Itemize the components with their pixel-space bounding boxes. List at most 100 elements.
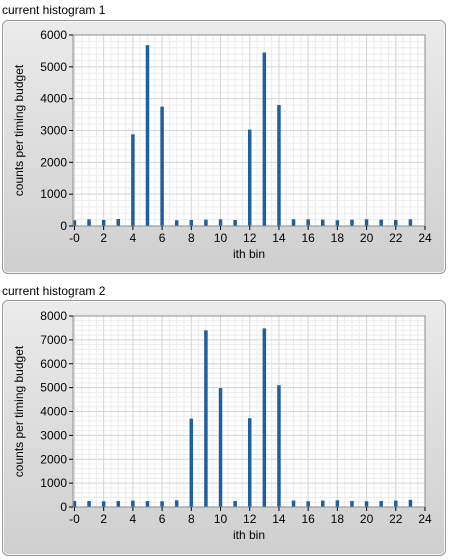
- chart-2-x-tick-label: 2: [100, 512, 107, 526]
- chart-1-x-tick-label: -0: [69, 231, 80, 245]
- chart-1-bar: [350, 219, 354, 226]
- chart-2-panel: 0 1000 2000 3000 4000 5000 6000 7000 8000 -0 2 4 6 8 1…: [2, 300, 446, 556]
- chart-2-x-tick-label: 16: [301, 512, 315, 526]
- chart-1-bar: [189, 219, 194, 226]
- chart-1-x-tick-label: 10: [214, 231, 228, 245]
- chart-2-bar: [116, 501, 121, 507]
- chart-2-bar: [72, 501, 77, 507]
- chart-1-x-tick-label: 6: [159, 231, 166, 245]
- chart-2-x-tick-label: 4: [130, 512, 137, 526]
- chart-1-bar: [408, 219, 413, 226]
- chart-1-bar: [335, 220, 340, 226]
- chart-1-x-axis-label: ith bin: [233, 247, 265, 261]
- chart-1-x-tick-label: 14: [272, 231, 286, 245]
- chart-2-bar: [321, 500, 325, 507]
- chart-2-bar: [277, 385, 281, 507]
- chart-2-bar: [335, 500, 340, 507]
- chart-2-bar: [408, 499, 413, 507]
- chart-2-x-tick-label: 6: [159, 512, 166, 526]
- chart-1-x-tick-label: 16: [301, 231, 315, 245]
- chart-2-bar: [262, 328, 267, 507]
- chart-1-bar: [262, 52, 267, 226]
- chart-1-x-tick-label: 18: [331, 231, 345, 245]
- chart-1-x-tick-label: 4: [130, 231, 137, 245]
- chart-1-bar: [87, 219, 91, 226]
- chart-1-x-tick-label: 22: [389, 231, 403, 245]
- chart-2-y-tick-label: 1000: [40, 476, 67, 490]
- chart-1-y-tick-label: 1000: [40, 187, 67, 201]
- chart-2-bar: [379, 501, 383, 507]
- chart-1-bar: [306, 219, 310, 226]
- chart-2-bar: [218, 388, 223, 507]
- chart-1-bar: [145, 45, 150, 226]
- chart-2-x-tick-label: -0: [69, 512, 80, 526]
- chart-2-x-tick-label: 18: [331, 512, 345, 526]
- chart-1-bar: [218, 219, 223, 226]
- chart-1-y-tick-label: 2000: [40, 155, 67, 169]
- chart-1-y-axis-label: counts per timing budget: [12, 64, 26, 196]
- chart-1-y-tick-label: 5000: [40, 60, 67, 74]
- chart-2-y-tick-label: 5000: [40, 381, 67, 395]
- chart-1-bar: [72, 220, 77, 226]
- chart-1-x-tick-label: 24: [418, 231, 432, 245]
- chart-1-bar: [116, 218, 121, 226]
- chart-2-bar: [350, 501, 354, 507]
- chart-2-y-axis-label: counts per timing budget: [12, 345, 26, 477]
- chart-1-y-tick-label: 3000: [40, 124, 67, 138]
- chart-1-bar: [247, 129, 252, 226]
- chart-2-x-tick-label: 10: [214, 512, 228, 526]
- chart-2-bar: [247, 418, 252, 507]
- chart-2-title: current histogram 2: [2, 284, 106, 298]
- chart-2-bar: [394, 500, 398, 507]
- chart-1-panel: 0 1000 2000 3000 4000 5000 6000 -0 2 4 6 8 10 12 14 16 1…: [2, 20, 446, 274]
- chart-1-x-tick-label: 20: [360, 231, 374, 245]
- chart-1-title: current histogram 1: [2, 3, 106, 17]
- chart-2-y-tick-label: 6000: [40, 357, 67, 371]
- chart-1-bar: [321, 219, 325, 226]
- chart-1-bar: [131, 134, 135, 226]
- chart-2-bar: [101, 501, 106, 507]
- chart-2-x-tick-label: 22: [389, 512, 403, 526]
- chart-2-bar: [306, 501, 310, 507]
- chart-2-y-tick-label: 8000: [40, 309, 67, 323]
- chart-2-x-tick-label: 24: [418, 512, 432, 526]
- chart-2-bar: [233, 501, 237, 507]
- chart-2-y-tick-label: 2000: [40, 452, 67, 466]
- chart-2-bar: [364, 501, 369, 507]
- chart-1-bar: [364, 219, 369, 226]
- chart-1-y-tick-label: 6000: [40, 28, 67, 42]
- chart-2-bar: [160, 501, 164, 507]
- chart-1-bar: [291, 219, 296, 226]
- chart-1-bar: [204, 219, 208, 226]
- chart-1-bar: [233, 219, 237, 226]
- chart-2-bar: [204, 330, 208, 507]
- chart-2-bar: [291, 500, 296, 507]
- chart-2-bar: [189, 418, 194, 507]
- chart-1-bar: [394, 219, 398, 226]
- chart-2-x-tick-label: 8: [188, 512, 195, 526]
- chart-1-x-tick-label: 2: [100, 231, 107, 245]
- chart-1-bar: [101, 219, 106, 226]
- chart-2-x-tick-label: 20: [360, 512, 374, 526]
- chart-2-y-tick-label: 3000: [40, 428, 67, 442]
- chart-1-x-tick-label: 8: [188, 231, 195, 245]
- chart-1-y-tick-label: 4000: [40, 92, 67, 106]
- chart-1-bar: [174, 220, 179, 226]
- chart-2-y-tick-label: 4000: [40, 405, 67, 419]
- chart-2-x-tick-label: 14: [272, 512, 286, 526]
- chart-2-x-axis-label: ith bin: [233, 528, 265, 542]
- chart-1-bar: [379, 219, 383, 226]
- chart-1-y-tick-label: 0: [60, 219, 67, 233]
- chart-2-bar: [131, 500, 135, 507]
- chart-2-y-tick-label: 7000: [40, 333, 67, 347]
- chart-1-bar: [277, 105, 281, 226]
- chart-2-bar: [145, 501, 150, 507]
- chart-1-bar: [160, 106, 164, 226]
- chart-1-x-tick-label: 12: [243, 231, 257, 245]
- chart-2-x-tick-label: 12: [243, 512, 257, 526]
- chart-2-bar: [87, 501, 91, 507]
- chart-2-bar: [174, 500, 179, 507]
- chart-2-y-tick-label: 0: [60, 500, 67, 514]
